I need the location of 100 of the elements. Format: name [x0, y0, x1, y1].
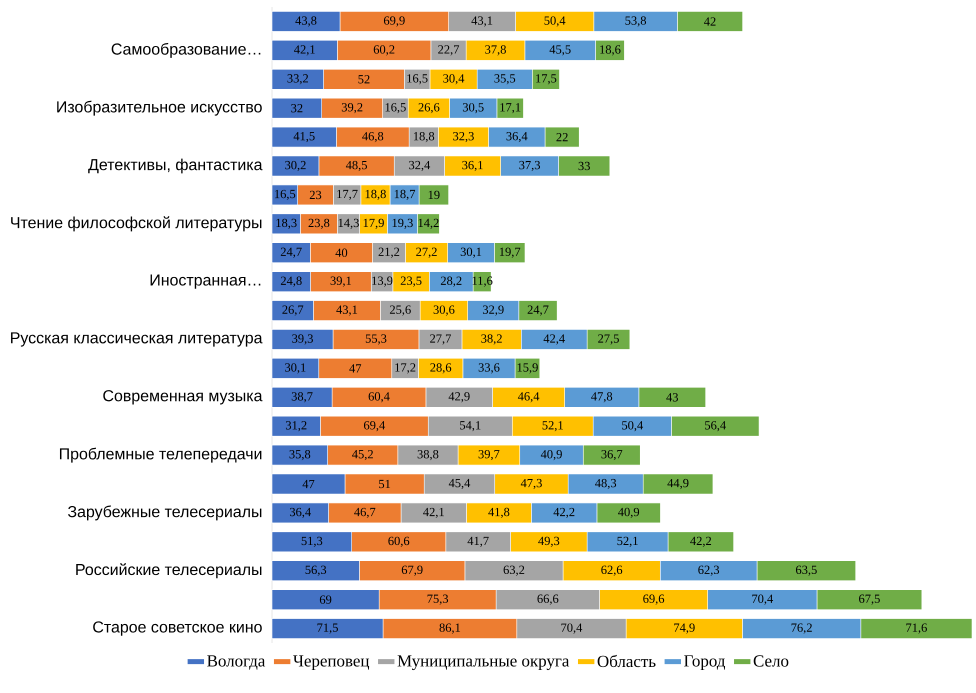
data-label: 38,7: [292, 392, 313, 402]
data-label: 15,9: [518, 363, 538, 374]
data-label: 62,6: [601, 566, 622, 576]
data-label: 16,5: [275, 190, 296, 200]
data-label: 69,9: [384, 16, 405, 27]
data-label: 42,1: [423, 508, 444, 518]
data-label: 62,3: [698, 566, 720, 576]
data-label: 46,7: [354, 508, 376, 518]
data-label: 50,4: [622, 421, 644, 432]
data-label: 22,7: [438, 45, 460, 56]
data-label: 17,1: [500, 103, 520, 114]
data-label: 46,4: [518, 392, 540, 402]
data-label: 44,9: [667, 478, 688, 490]
data-label: 39,7: [478, 450, 500, 460]
legend-label: Область: [598, 654, 656, 668]
data-label: 39,2: [342, 103, 362, 114]
data-label: 75,3: [428, 594, 448, 605]
data-label: 71,6: [906, 623, 927, 634]
data-label: 39,3: [292, 334, 313, 345]
data-label: 27,7: [430, 334, 451, 345]
data-label: 51,3: [302, 536, 322, 547]
data-label: 67,5: [859, 594, 880, 605]
data-label: 49,3: [538, 536, 560, 547]
data-label: 31,2: [286, 421, 306, 432]
data-label: 42,4: [544, 334, 565, 345]
data-label: 13,9: [372, 276, 392, 287]
data-label: 42: [704, 17, 716, 26]
data-label: 41,7: [468, 536, 489, 547]
data-label: 43: [666, 393, 678, 402]
data-label: 52: [358, 75, 370, 84]
y-tick-label: Иностранная…: [150, 274, 260, 289]
data-label: 28,2: [440, 276, 462, 287]
data-label: 17,9: [364, 218, 384, 229]
legend-label: Город: [684, 655, 726, 670]
data-label: 16,5: [407, 74, 428, 84]
data-label: 30,4: [443, 74, 464, 84]
data-label: 63,5: [796, 566, 817, 576]
y-tick-label: Российские телесериалы: [76, 563, 262, 578]
data-label: 42,2: [554, 508, 574, 518]
data-label: 22: [556, 132, 568, 142]
data-label: 39,1: [330, 276, 352, 287]
data-label: 52,1: [617, 536, 638, 547]
y-tick-label: Изобразительное искусство: [57, 100, 262, 116]
data-label: 32,4: [409, 160, 430, 172]
data-label: 47: [349, 364, 362, 372]
data-label: 17,5: [536, 74, 556, 84]
data-label: 45,5: [550, 45, 571, 56]
data-label: 51: [379, 480, 390, 488]
data-label: 70,4: [561, 623, 582, 634]
data-label: 19,7: [500, 248, 520, 258]
data-label: 21,2: [378, 248, 400, 258]
data-label: 36,7: [601, 450, 622, 460]
y-tick-label: Старое советское кино: [93, 621, 262, 636]
data-label: 18,8: [414, 132, 434, 142]
data-label: 40: [335, 248, 348, 257]
data-label: 32,9: [482, 305, 504, 316]
data-label: 63,2: [504, 566, 524, 576]
data-label: 60,4: [368, 392, 390, 402]
y-tick-label: Русская классическая литература: [11, 332, 262, 347]
data-label: 38,8: [418, 450, 438, 460]
data-label: 69,6: [643, 594, 664, 605]
data-label: 33,6: [478, 363, 500, 374]
data-label: 16,5: [386, 103, 406, 114]
data-label: 24,8: [280, 276, 302, 287]
data-label: 42,2: [690, 536, 712, 547]
data-label: 50,4: [544, 16, 566, 27]
data-label: 38,2: [481, 334, 502, 345]
data-label: 24,7: [528, 305, 549, 316]
data-label: 19,3: [392, 218, 413, 229]
data-label: 47,3: [520, 478, 542, 490]
data-label: 43,1: [336, 305, 358, 316]
data-label: 37,3: [519, 160, 540, 172]
y-tick-label: Проблемные телепередачи: [60, 448, 262, 463]
data-label: 74,9: [674, 623, 695, 634]
data-label: 30,5: [462, 103, 484, 114]
data-label: 86,1: [439, 623, 460, 634]
data-label: 48,5: [346, 160, 367, 172]
data-label: 56,3: [306, 566, 326, 576]
data-label: 17,7: [337, 190, 358, 200]
data-label: 42,1: [294, 45, 315, 56]
data-label: 25,6: [390, 305, 411, 316]
data-label: 69: [320, 595, 332, 604]
y-tick-label: Самообразование…: [112, 42, 260, 58]
data-label: 27,5: [598, 334, 619, 345]
data-label: 40,9: [618, 508, 640, 518]
data-label: 45,4: [448, 478, 470, 490]
y-tick-label: Детективы, фантастика: [88, 158, 262, 174]
data-label: 45,2: [352, 450, 373, 460]
data-label: 33: [578, 162, 590, 170]
data-label: 36,4: [506, 132, 528, 142]
data-label: 40,9: [540, 450, 562, 460]
data-label: 24,7: [280, 248, 302, 258]
data-label: 14,2: [418, 218, 439, 229]
data-label: 42,9: [448, 392, 470, 402]
data-label: 18,8: [366, 190, 386, 200]
data-label: 18,6: [600, 45, 620, 56]
data-label: 18,7: [394, 190, 416, 200]
y-tick-label: Современная музыка: [103, 390, 262, 404]
data-label: 70,4: [752, 594, 774, 605]
data-label: 52,1: [542, 421, 563, 432]
